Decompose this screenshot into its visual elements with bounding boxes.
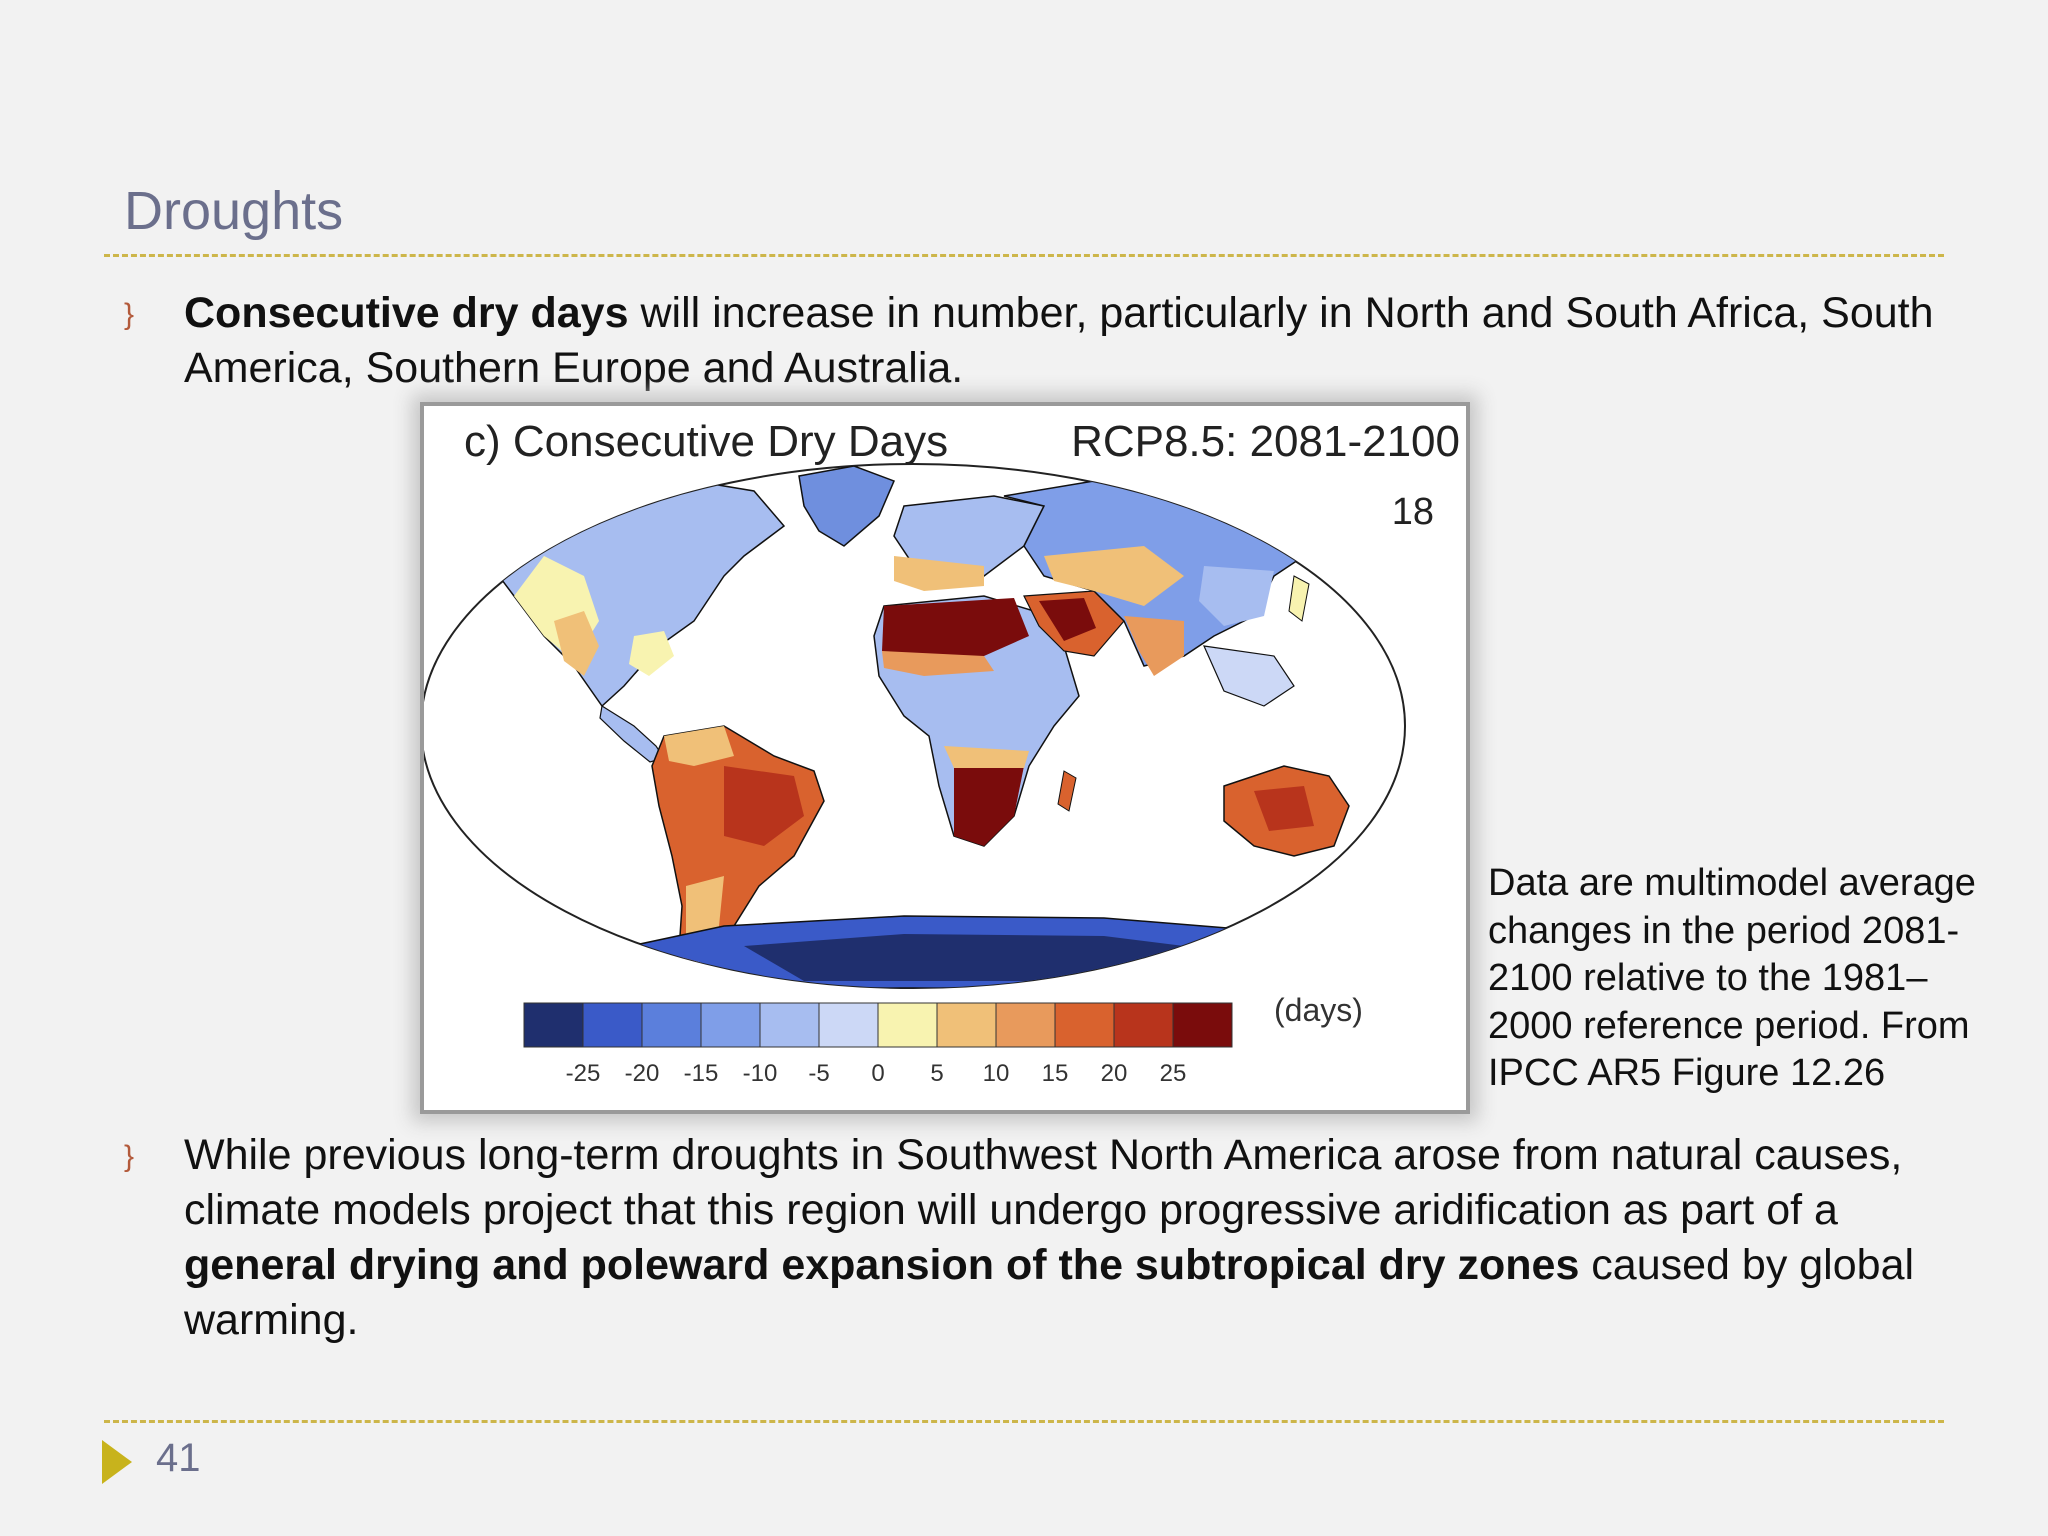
colorbar-swatch bbox=[523, 1002, 584, 1048]
colorbar-swatch bbox=[582, 1002, 643, 1048]
colorbar-tick-label: 5 bbox=[930, 1060, 943, 1087]
title-divider bbox=[104, 254, 1944, 257]
australia-core bbox=[1254, 786, 1314, 831]
colorbar-swatch bbox=[995, 1002, 1056, 1048]
madagascar bbox=[1057, 770, 1077, 812]
bullet-emphasis: Consecutive dry days bbox=[184, 289, 629, 337]
bullet-emphasis: general drying and poleward expansion of… bbox=[184, 1241, 1580, 1289]
colorbar-tick-label: 20 bbox=[1101, 1060, 1128, 1087]
colorbar-tick-label: -5 bbox=[808, 1060, 829, 1087]
colorbar-tick-label: -25 bbox=[566, 1060, 601, 1087]
figure-scenario: RCP8.5: 2081-2100 bbox=[1071, 417, 1460, 466]
footer-divider bbox=[104, 1420, 1944, 1423]
bullet-text-run: While previous long-term droughts in Sou… bbox=[184, 1131, 1903, 1234]
colorbar-tick-label: 0 bbox=[871, 1060, 884, 1087]
southeast-asia bbox=[1203, 645, 1295, 707]
sahel bbox=[882, 651, 994, 676]
colorbar-swatch bbox=[641, 1002, 702, 1048]
central-asia bbox=[1044, 546, 1184, 606]
southern-africa-edge bbox=[944, 746, 1029, 768]
slide-title: Droughts bbox=[124, 181, 344, 241]
colorbar-tick-label: 15 bbox=[1042, 1060, 1069, 1087]
page-marker-icon bbox=[102, 1440, 132, 1484]
colorbar-tick-label: -10 bbox=[743, 1060, 778, 1087]
colorbar-tick-label: 10 bbox=[983, 1060, 1010, 1087]
bullet-consecutive-dry-days: Consecutive dry days will increase in nu… bbox=[184, 286, 1944, 396]
east-asia bbox=[1199, 566, 1274, 626]
japan bbox=[1288, 575, 1310, 622]
us-southwest bbox=[554, 611, 599, 676]
bullet-marker: } bbox=[124, 298, 135, 331]
colorbar-swatch bbox=[936, 1002, 997, 1048]
colorbar-swatch bbox=[1172, 1002, 1233, 1048]
figure-caption: Data are multimodel average changes in t… bbox=[1488, 862, 1976, 1094]
colorbar-swatch bbox=[700, 1002, 761, 1048]
colorbar: -25 -20 -15 -10 -5 0 5 10 15 20 25 bbox=[523, 1002, 1233, 1087]
page-number: 41 bbox=[156, 1436, 201, 1480]
bullet-southwest-aridification: While previous long-term droughts in Sou… bbox=[184, 1128, 1944, 1348]
sahara bbox=[882, 598, 1029, 666]
colorbar-swatch bbox=[759, 1002, 820, 1048]
colorbar-swatch bbox=[1054, 1002, 1115, 1048]
cdd-figure: c) Consecutive Dry Days RCP8.5: 2081-210… bbox=[420, 402, 1470, 1114]
arabia-core bbox=[1039, 598, 1096, 641]
colorbar-tick-label: 25 bbox=[1160, 1060, 1187, 1087]
colorbar-swatch bbox=[1113, 1002, 1174, 1048]
south-asia bbox=[1124, 616, 1184, 676]
brazil-core bbox=[724, 766, 804, 846]
bullet-marker: } bbox=[124, 1140, 135, 1173]
bullet-text-run: caused by global warming. bbox=[184, 1241, 1915, 1344]
world-map bbox=[424, 463, 1406, 989]
bullet-text-run: will increase in number, particularly in… bbox=[184, 289, 1934, 392]
southern-europe bbox=[894, 556, 984, 591]
colorbar-tick-label: -15 bbox=[684, 1060, 719, 1087]
new-zealand bbox=[1371, 855, 1390, 887]
colorbar-swatch bbox=[877, 1002, 938, 1048]
southern-africa bbox=[954, 766, 1024, 846]
colorbar-swatch bbox=[818, 1002, 879, 1048]
greenland bbox=[798, 465, 895, 547]
south-america-north bbox=[664, 726, 734, 766]
colorbar-tick-label: -20 bbox=[625, 1060, 660, 1087]
figure-title: c) Consecutive Dry Days bbox=[464, 417, 948, 466]
us-southeast bbox=[629, 631, 674, 676]
model-count: 18 bbox=[1392, 491, 1434, 533]
colorbar-unit: (days) bbox=[1274, 992, 1363, 1028]
